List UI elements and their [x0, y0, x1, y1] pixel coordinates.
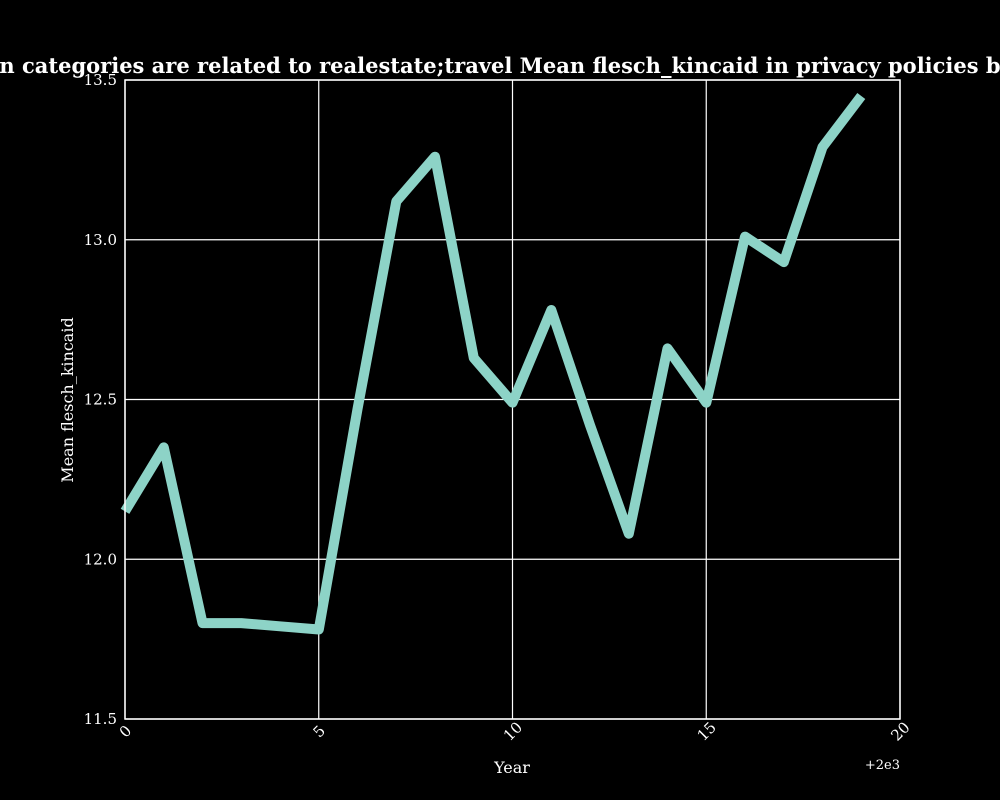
plot-frame — [124, 79, 901, 720]
y-tick-label: 12.0 — [84, 550, 117, 568]
y-tick-label: 12.5 — [84, 391, 117, 409]
y-tick-label: 13.5 — [84, 71, 117, 89]
y-tick-label: 13.0 — [84, 231, 117, 249]
y-axis-label: Mean flesch_kincaid — [58, 317, 77, 482]
series-layer — [120, 92, 866, 635]
series-line — [120, 92, 866, 635]
x-axis-offset-label: +2e3 — [865, 758, 900, 773]
chart-title: when categories are related to realestat… — [0, 53, 1000, 78]
y-tick-label: 11.5 — [84, 710, 117, 728]
x-axis-label: Year — [493, 758, 530, 777]
